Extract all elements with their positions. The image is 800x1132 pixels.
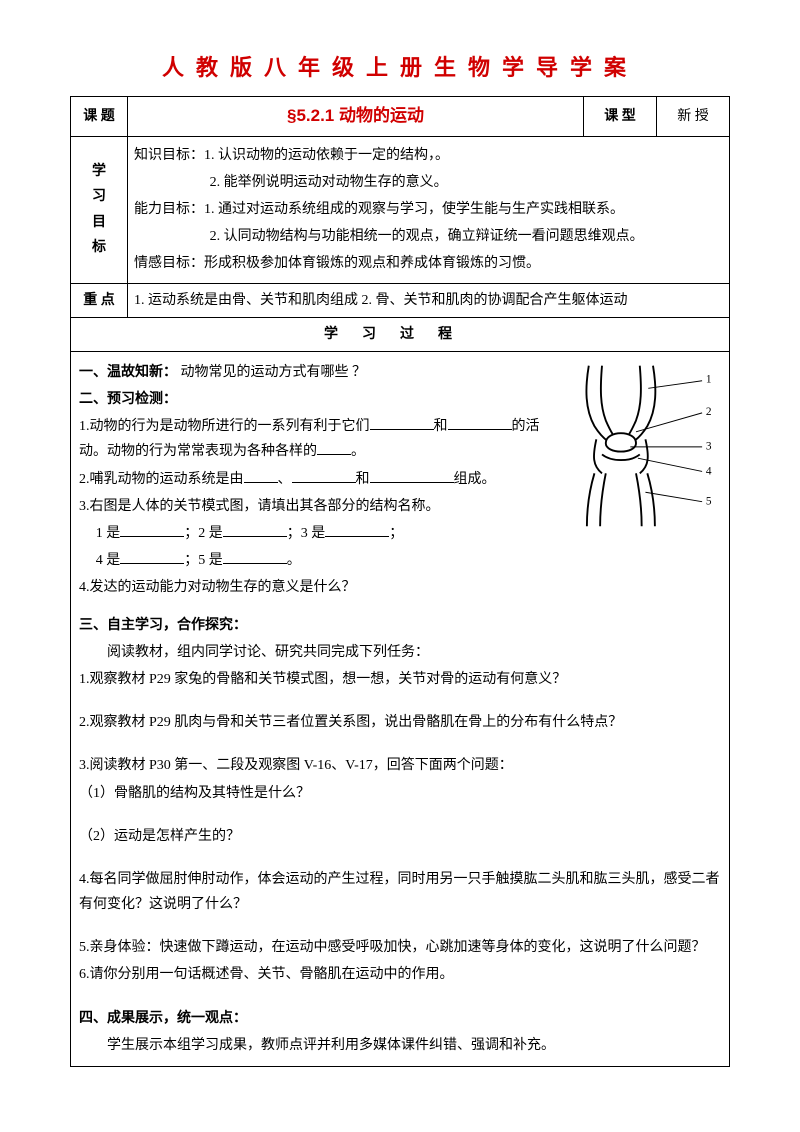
s4-text: 学生展示本组学习成果，教师点评并利用多媒体课件纠错、强调和补充。 — [79, 1033, 721, 1058]
s3-q3-1: （1）骨骼肌的结构及其特性是什么？ — [79, 781, 721, 806]
page-title: 人教版八年级上册生物学导学案 — [70, 50, 730, 82]
text: 1 是 — [96, 526, 121, 541]
section-title: §5.2.1 动物的运动 — [287, 106, 424, 125]
goals-label-char: 学 — [77, 159, 121, 184]
text: 组成。 — [454, 472, 496, 487]
goals-label-char: 目 — [77, 210, 121, 235]
text: ； — [389, 526, 403, 541]
diagram-label: 1 — [706, 374, 712, 386]
goals-label-char: 标 — [77, 235, 121, 260]
ctype-value: 新 授 — [657, 97, 730, 137]
text: ；5 是 — [184, 553, 223, 568]
process-header: 学习过程 — [71, 317, 730, 351]
text: 、 — [278, 472, 292, 487]
s3-q1: 1.观察教材 P29 家兔的骨骼和关节模式图，想一想，关节对骨的运动有何意义？ — [79, 667, 721, 692]
s3-intro: 阅读教材，组内同学讨论、研究共同完成下列任务： — [79, 640, 721, 665]
content-row: 1 2 3 4 5 一、温故知新： 动物常见的运动方式有哪些 ？ 二、预习检测：… — [71, 351, 730, 1066]
joint-diagram: 1 2 3 4 5 — [551, 360, 721, 530]
section-title-cell: §5.2.1 动物的运动 — [128, 97, 584, 137]
text: 。 — [351, 444, 365, 459]
blank[interactable] — [244, 468, 278, 483]
text: 。 — [287, 553, 301, 568]
topic-label: 课 题 — [71, 97, 128, 137]
ctype-label: 课 型 — [584, 97, 657, 137]
diagram-label: 3 — [706, 441, 712, 453]
blank[interactable] — [370, 415, 434, 430]
goals-label-char: 习 — [77, 184, 121, 209]
spacer — [79, 851, 721, 865]
spacer — [79, 694, 721, 708]
blank[interactable] — [292, 468, 356, 483]
text: 2.哺乳动物的运动系统是由 — [79, 472, 244, 487]
s1-text: 动物常见的运动方式有哪些 ？ — [181, 365, 367, 380]
blank[interactable] — [370, 468, 454, 483]
process-header-row: 学习过程 — [71, 317, 730, 351]
blank[interactable] — [223, 549, 287, 564]
goal-line: 2. 认同动物结构与功能相统一的观点，确立辩证统一看问题思维观点。 — [134, 224, 723, 249]
text: ；2 是 — [184, 526, 223, 541]
header-row: 课 题 §5.2.1 动物的运动 课 型 新 授 — [71, 97, 730, 137]
s3-q4: 4.每名同学做屈肘伸肘动作，体会运动的产生过程，同时用另一只手触摸肱二头肌和肱三… — [79, 867, 721, 917]
blank[interactable] — [120, 549, 184, 564]
blank[interactable] — [120, 522, 184, 537]
s1-head: 一、温故知新： — [79, 365, 177, 380]
blank[interactable] — [448, 415, 512, 430]
s2-q4: 4.发达的运动能力对动物生存的意义是什么？ — [79, 575, 721, 600]
spacer — [79, 603, 721, 611]
s3-q3: 3.阅读教材 P30 第一、二段及观察图 V-16、V-17，回答下面两个问题： — [79, 753, 721, 778]
main-table: 课 题 §5.2.1 动物的运动 课 型 新 授 学 习 目 标 知识目标：1.… — [70, 96, 730, 1067]
diagram-label: 2 — [706, 406, 712, 418]
goal-line: 知识目标：1. 认识动物的运动依赖于一定的结构，。 — [134, 143, 723, 168]
spacer — [79, 737, 721, 751]
blank[interactable] — [223, 522, 287, 537]
goals-row: 学 习 目 标 知识目标：1. 认识动物的运动依赖于一定的结构，。 2. 能举例… — [71, 136, 730, 283]
s2-q3-line2: 4 是 ；5 是 。 — [79, 548, 721, 573]
text: 和 — [434, 419, 448, 434]
diagram-label: 5 — [706, 495, 712, 507]
goal-line: 能力目标：1. 通过对运动系统组成的观察与学习，使学生能与生产实践相联系。 — [134, 197, 723, 222]
s4-head: 四、成果展示，统一观点： — [79, 1006, 721, 1031]
blank[interactable] — [317, 440, 351, 455]
blank[interactable] — [325, 522, 389, 537]
content-cell: 1 2 3 4 5 一、温故知新： 动物常见的运动方式有哪些 ？ 二、预习检测：… — [71, 351, 730, 1066]
text: 和 — [356, 472, 370, 487]
spacer — [79, 808, 721, 822]
s3-q2: 2.观察教材 P29 肌肉与骨和关节三者位置关系图，说出骨骼肌在骨上的分布有什么… — [79, 710, 721, 735]
diagram-label: 4 — [706, 465, 712, 477]
worksheet-page: 人教版八年级上册生物学导学案 课 题 §5.2.1 动物的运动 课 型 新 授 … — [0, 0, 800, 1107]
goals-label: 学 习 目 标 — [71, 136, 128, 283]
goal-line: 情感目标：形成积极参加体育锻炼的观点和养成体育锻炼的习惯。 — [134, 251, 723, 276]
text: ；3 是 — [287, 526, 326, 541]
s3-q3-2: （2）运动是怎样产生的？ — [79, 824, 721, 849]
spacer — [79, 990, 721, 1004]
goals-cell: 知识目标：1. 认识动物的运动依赖于一定的结构，。 2. 能举例说明运动对动物生… — [128, 136, 730, 283]
s3-q6: 6.请你分别用一句话概述骨、关节、骨骼肌在运动中的作用。 — [79, 962, 721, 987]
keypoint-row: 重 点 1. 运动系统是由骨、关节和肌肉组成 2. 骨、关节和肌肉的协调配合产生… — [71, 283, 730, 317]
s3-q5: 5.亲身体验：快速做下蹲运动，在运动中感受呼吸加快，心跳加速等身体的变化，这说明… — [79, 935, 721, 960]
text: 4 是 — [96, 553, 121, 568]
text: 1.动物的行为是动物所进行的一系列有利于它们 — [79, 419, 370, 434]
goal-line: 2. 能举例说明运动对动物生存的意义。 — [134, 170, 723, 195]
spacer — [79, 919, 721, 933]
s3-head: 三、自主学习，合作探究： — [79, 613, 721, 638]
keypoint-cell: 1. 运动系统是由骨、关节和肌肉组成 2. 骨、关节和肌肉的协调配合产生躯体运动 — [128, 283, 730, 317]
keypoint-label: 重 点 — [71, 283, 128, 317]
